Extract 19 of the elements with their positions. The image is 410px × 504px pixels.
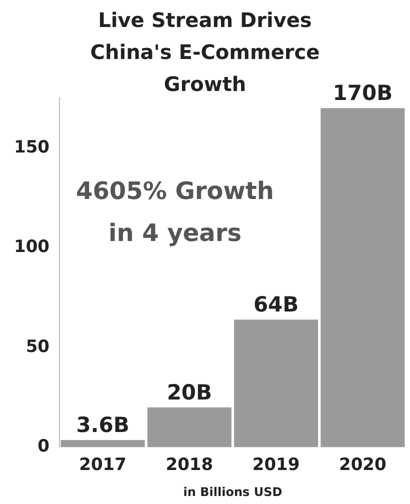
y-tick-label: 0 [38,436,50,457]
y-tick-label: 150 [14,137,50,158]
y-tick-label: 100 [14,237,50,258]
y-tick-label: 50 [26,336,50,357]
x-axis-title: in Billions USD [183,484,282,499]
data-label: 170B [332,81,393,106]
x-tick-label: 2019 [252,454,300,475]
x-tick-label: 2017 [79,454,126,475]
bar [320,108,405,448]
x-tick-label: 2018 [166,454,214,475]
data-label: 64B [253,292,299,317]
annotation: 4605% Growth in 4 years [75,176,275,249]
chart-title: Live Stream Drives China's E-Commerce Growth [90,8,320,96]
x-tick-label: 2020 [339,454,387,475]
data-label: 20B [166,380,212,404]
bar [147,407,232,448]
bar [234,320,318,448]
bar [60,440,145,448]
data-label: 3.6B [76,412,130,437]
